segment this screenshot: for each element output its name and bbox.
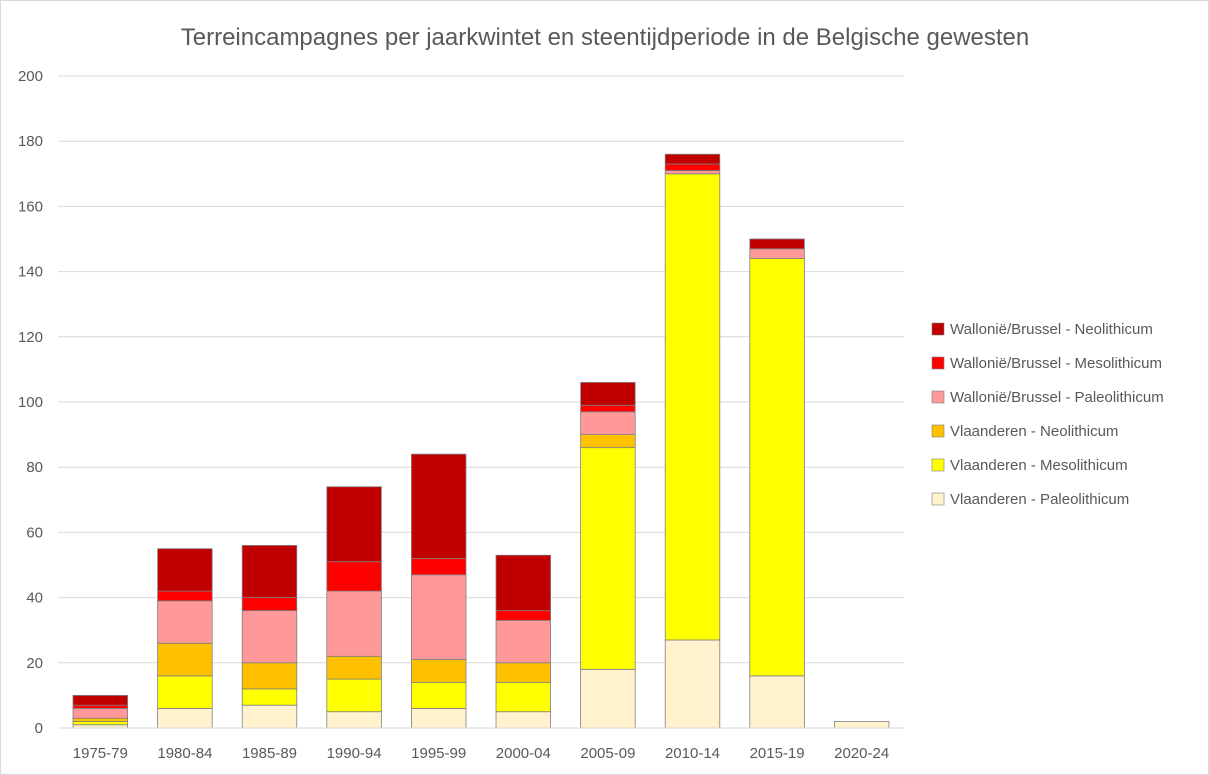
bar-segment: 2010-14 — Vlaanderen - Paleolithicum: 27 — [664, 639, 721, 729]
bar-segment: 1995-99 — Vlaanderen - Mesolithicum: 8 — [411, 681, 467, 709]
y-tick-label: 100 — [18, 394, 43, 411]
y-tick-label: 120 — [18, 329, 43, 346]
bar-segment: 1985-89 — Vlaanderen - Mesolithicum: 5 — [241, 688, 298, 706]
bar-segment: 2000-04 — Vlaanderen - Paleolithicum: 5 — [495, 711, 551, 729]
bar-segment: 1985-89 — Vlaanderen - Neolithicum: 8 — [241, 662, 298, 690]
bar-segment: 1980-84 — Wallonië/Brussel - Paleolithic… — [157, 600, 213, 644]
bar-segment: 1990-94 — Vlaanderen - Neolithicum: 7 — [326, 655, 382, 680]
y-tick-label: 160 — [18, 198, 43, 215]
x-tick-label: 1985-89 — [242, 745, 297, 762]
y-tick-label: 80 — [26, 459, 43, 476]
x-tick-label: 1995-99 — [411, 745, 466, 762]
x-tick-label: 1980-84 — [157, 745, 212, 762]
y-tick-label: 60 — [26, 524, 43, 541]
y-tick-label: 180 — [18, 133, 43, 150]
legend-label: Wallonië/Brussel - Mesolithicum — [950, 355, 1162, 372]
y-tick-label: 200 — [18, 68, 43, 85]
legend-swatch — [931, 390, 945, 404]
bar-segment: 1985-89 — Wallonië/Brussel - Mesolithicu… — [241, 597, 298, 612]
bar-segment: 1995-99 — Wallonië/Brussel - Paleolithic… — [411, 574, 467, 660]
bar-segment: 1995-99 — Wallonië/Brussel - Mesolithicu… — [411, 558, 467, 576]
bar-segment: 2005-09 — Vlaanderen - Paleolithicum: 18 — [580, 668, 636, 729]
x-tick-label: 2000-04 — [496, 745, 551, 762]
bar-segment: 2000-04 — Wallonië/Brussel - Neolithicum… — [495, 554, 551, 612]
bar-segment: 2005-09 — Wallonië/Brussel - Paleolithic… — [580, 411, 636, 435]
bar-segment: 1990-94 — Vlaanderen - Paleolithicum: 5 — [326, 711, 382, 729]
legend-label: Vlaanderen - Mesolithicum — [950, 457, 1128, 474]
bar-segment: 1990-94 — Vlaanderen - Mesolithicum: 10 — [326, 678, 382, 713]
bar-segment: 2010-14 — Wallonië/Brussel - Mesolithicu… — [664, 163, 721, 171]
bar-segment: 2010-14 — Wallonië/Brussel - Neolithicum… — [664, 153, 721, 165]
bar-segment: 2000-04 — Vlaanderen - Neolithicum: 6 — [495, 662, 551, 683]
bar-segment: 2020-24 — Vlaanderen - Paleolithicum: 2 — [834, 721, 890, 729]
bar-segment: 2010-14 — Wallonië/Brussel - Paleolithic… — [664, 170, 721, 175]
legend-swatch — [931, 424, 945, 438]
y-tick-label: 40 — [26, 590, 43, 607]
bar-segment: 2005-09 — Vlaanderen - Neolithicum: 4 — [580, 434, 636, 449]
bar-segment: 1980-84 — Wallonië/Brussel - Mesolithicu… — [157, 590, 213, 602]
bar-segment: 2015-19 — Wallonië/Brussel - Paleolithic… — [749, 248, 805, 259]
bar-segment: 1980-84 — Vlaanderen - Mesolithicum: 10 — [157, 675, 213, 709]
bar-segment: 1975-79 — Wallonië/Brussel - Neolithicum… — [72, 695, 128, 706]
bar-segment: 2015-19 — Vlaanderen - Mesolithicum: 128 — [749, 258, 805, 677]
x-tick-label: 1975-79 — [73, 745, 128, 762]
bar-segment: 2005-09 — Wallonië/Brussel - Mesolithicu… — [580, 404, 636, 413]
bar-segment: 2000-04 — Wallonië/Brussel - Paleolithic… — [495, 620, 551, 664]
x-tick-label: 2010-14 — [665, 745, 720, 762]
x-tick-label: 1990-94 — [327, 745, 382, 762]
bar-segment: 1975-79 — Vlaanderen - Neolithicum: 1 — [72, 717, 128, 722]
y-axis-ticks: 0 20 40 60 80 100 120 140 160 180 200 — [18, 68, 43, 737]
bar-segment: 1985-89 — Wallonië/Brussel - Neolithicum… — [241, 545, 298, 599]
bar-segment: 1975-79 — Wallonië/Brussel - Mesolithicu… — [72, 704, 128, 709]
legend-label: Wallonië/Brussel - Neolithicum — [950, 321, 1153, 338]
bar-segment: 2010-14 — Vlaanderen - Mesolithicum: 143 — [664, 173, 721, 641]
y-tick-label: 20 — [26, 655, 43, 672]
bar-segment: 2015-19 — Wallonië/Brussel - Neolithicum… — [749, 238, 805, 250]
bar-segment: 1995-99 — Wallonië/Brussel - Neolithicum… — [411, 453, 467, 559]
x-tick-label: 2020-24 — [834, 745, 889, 762]
bar-segment: 1980-84 — Wallonië/Brussel - Neolithicum… — [157, 548, 213, 592]
bar-segment: 1980-84 — Vlaanderen - Paleolithicum: 6 — [157, 708, 213, 729]
bar-segment: 1990-94 — Wallonië/Brussel - Paleolithic… — [326, 590, 382, 657]
chart-title: Terreincampagnes per jaarkwintet en stee… — [181, 24, 1030, 51]
legend-label: Wallonië/Brussel - Paleolithicum — [950, 389, 1164, 406]
bars: 1975-79 — Vlaanderen - Paleolithicum: 11… — [72, 153, 890, 729]
legend: Wallonië/Brussel - Neolithicum Wallonië/B… — [931, 321, 1164, 508]
bar-segment: 2005-09 — Vlaanderen - Mesolithicum: 68 — [580, 447, 636, 670]
bar-segment: 1990-94 — Wallonië/Brussel - Neolithicum… — [326, 486, 382, 563]
legend-label: Vlaanderen - Paleolithicum — [950, 491, 1129, 508]
bar-segment: 1995-99 — Vlaanderen - Neolithicum: 7 — [411, 659, 467, 683]
bar-segment: 2015-19 — Vlaanderen - Paleolithicum: 16 — [749, 675, 805, 729]
bar-segment: 1985-89 — Vlaanderen - Paleolithicum: 7 — [241, 704, 298, 729]
legend-swatch — [931, 492, 945, 506]
bar-segment: 2005-09 — Wallonië/Brussel - Neolithicum… — [580, 382, 636, 406]
bar-segment: 1975-79 — Wallonië/Brussel - Paleolithic… — [72, 708, 128, 719]
bar-segment: 1990-94 — Wallonië/Brussel - Mesolithicu… — [326, 561, 382, 592]
legend-swatch — [931, 356, 945, 370]
bar-segment: 1985-89 — Wallonië/Brussel - Paleolithic… — [241, 610, 298, 664]
bar-segment: 1995-99 — Vlaanderen - Paleolithicum: 6 — [411, 708, 467, 729]
x-tick-label: 2015-19 — [750, 745, 805, 762]
y-tick-label: 140 — [18, 264, 43, 281]
bar-segment: 1980-84 — Vlaanderen - Neolithicum: 10 — [157, 642, 213, 677]
bar-segment: 2000-04 — Vlaanderen - Mesolithicum: 9 — [495, 681, 551, 713]
legend-label: Vlaanderen - Neolithicum — [950, 423, 1118, 440]
bar-segment: 1975-79 — Vlaanderen - Mesolithicum: 1 — [72, 721, 128, 726]
bar-segment: 2000-04 — Wallonië/Brussel - Mesolithicu… — [495, 610, 551, 621]
y-tick-label: 0 — [35, 720, 43, 737]
legend-swatch — [931, 322, 945, 336]
x-axis-ticks: 1975-79 1980-84 1985-89 1990-94 1995-99 2000-… — [73, 745, 889, 762]
x-tick-label: 2005-09 — [580, 745, 635, 762]
legend-swatch — [931, 458, 945, 472]
